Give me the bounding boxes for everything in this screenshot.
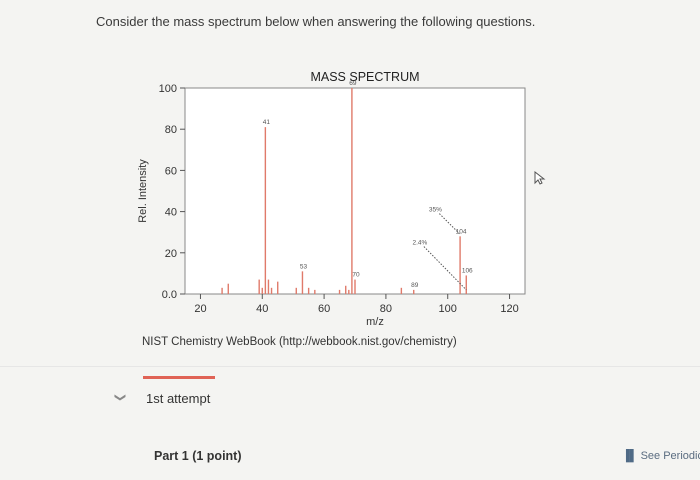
x-tick-label: 80 [380, 303, 392, 315]
part-label: Part 1 (1 point) [154, 449, 242, 463]
annotation-arrow [423, 246, 467, 291]
isotope-annotation: 2.4% [412, 240, 427, 247]
periodic-table-link[interactable]: ▐▌See Periodic T [622, 450, 700, 462]
peak-label: 104 [456, 228, 467, 235]
source-citation: NIST Chemistry WebBook (http://webbook.n… [142, 336, 457, 348]
plot-frame [184, 87, 526, 295]
x-tick-label: 120 [500, 303, 518, 315]
x-axis-label: m/z [366, 316, 384, 328]
y-axis-label: Rel. Intensity [137, 159, 149, 223]
x-tick-label: 100 [439, 303, 457, 315]
y-tick-label: 80 [165, 124, 177, 136]
mass-spectrum-chart: MASS SPECTRUM 0.0 20 40 60 80 100 20 40 60 80 100 12… [137, 70, 526, 328]
y-tick-label: 100 [159, 83, 177, 95]
chevron-down-icon[interactable]: ❯ [114, 392, 127, 403]
peak-label: 53 [300, 263, 308, 270]
y-tick-label: 40 [165, 207, 177, 219]
y-tick-label: 60 [165, 165, 177, 177]
periodic-table-icon: ▐▌ [622, 450, 638, 462]
peak-label: 70 [352, 272, 360, 279]
x-tick-label: 60 [318, 303, 330, 315]
attempt-label[interactable]: 1st attempt [146, 391, 211, 406]
divider [0, 366, 700, 367]
y-tick-label: 20 [165, 248, 177, 260]
peak-label: 89 [411, 282, 419, 289]
x-tick-label: 40 [256, 303, 268, 315]
y-tick-label: 0.0 [162, 289, 177, 301]
question-text: Consider the mass spectrum below when an… [96, 14, 536, 29]
annotation-arrow [439, 213, 461, 235]
peak-label: 69 [349, 80, 357, 87]
periodic-table-label: See Periodic T [640, 450, 700, 462]
isotope-annotation: 35% [429, 207, 442, 214]
x-tick-label: 20 [194, 303, 206, 315]
chart-title: MASS SPECTRUM [310, 70, 419, 84]
peak-label: 41 [263, 119, 271, 126]
attempt-progress-bar [143, 376, 215, 379]
cursor-icon [534, 171, 546, 185]
peak-label: 106 [462, 267, 473, 274]
mass-spectrum-figure: MASS SPECTRUM 0.0 20 40 60 80 100 20 40 60 80 100 12… [120, 60, 540, 360]
